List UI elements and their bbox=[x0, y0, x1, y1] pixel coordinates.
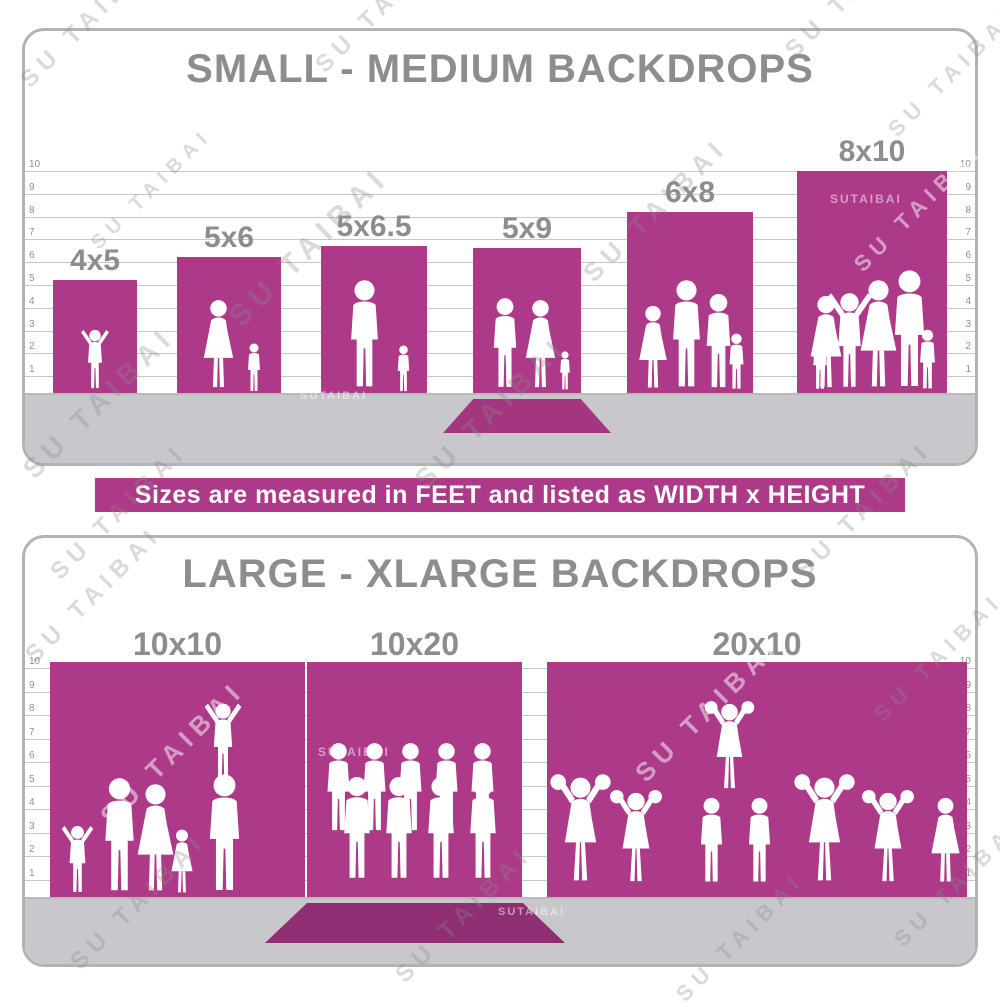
size-label-10x20: 10x20 bbox=[370, 626, 459, 662]
backdrop-bar-6x8 bbox=[627, 212, 753, 393]
ruler-tick-label: 2 bbox=[29, 341, 35, 353]
panel-title-large-xlarge: LARGE - XLARGE BACKDROPS bbox=[182, 552, 818, 596]
size-label-10x10: 10x10 bbox=[133, 626, 222, 662]
ruler-tick-label: 3 bbox=[29, 318, 35, 330]
ruler-tick-label: 7 bbox=[29, 227, 35, 239]
ruler-tick-label: 4 bbox=[29, 295, 35, 307]
ruler-tick-label: 4 bbox=[965, 295, 971, 307]
ruler-line bbox=[25, 193, 975, 195]
ruler-tick-label: 5 bbox=[29, 773, 35, 785]
ruler-tick-label: 8 bbox=[965, 703, 971, 714]
silhouette-big-family-icon bbox=[61, 703, 242, 893]
ruler-tick-label: 10 bbox=[29, 656, 41, 667]
ruler-tick-label: 8 bbox=[29, 204, 35, 216]
ruler-tick-label: 1 bbox=[965, 867, 971, 879]
ruler-tick-label: 2 bbox=[29, 844, 35, 855]
ruler-tick-label: 4 bbox=[965, 797, 971, 808]
size-label-5x9: 5x9 bbox=[501, 212, 553, 245]
panel-title-small-medium: SMALL - MEDIUM BACKDROPS bbox=[186, 47, 814, 91]
silhouette-mother-child-icon bbox=[203, 300, 260, 391]
ruler-tick-label: 7 bbox=[965, 227, 971, 239]
ruler-tick-label: 1 bbox=[29, 867, 35, 879]
ruler-tick-label: 8 bbox=[965, 204, 971, 216]
floor-sweep-10x20 bbox=[265, 903, 565, 943]
backdrop-bar-10x20 bbox=[307, 662, 522, 897]
silhouette-cheerleaders-icon bbox=[550, 701, 960, 882]
backdrop-bar-20x10 bbox=[547, 662, 967, 897]
ruler-tick-label: 10 bbox=[959, 159, 971, 170]
silhouette-couple-child-icon bbox=[493, 298, 570, 390]
backdrop-bar-5x6 bbox=[177, 257, 281, 393]
floor-sweep-5x9 bbox=[443, 399, 611, 433]
backdrop-bar-5x6-5 bbox=[321, 246, 427, 393]
ruler-tick-label: 6 bbox=[965, 250, 971, 262]
ruler-tick-label: 3 bbox=[965, 318, 971, 330]
ruler-tick-label: 6 bbox=[29, 750, 35, 761]
silhouette-family-icon bbox=[810, 270, 935, 389]
ruler-tick-label: 8 bbox=[29, 703, 35, 714]
ruler-tick-label: 2 bbox=[965, 844, 971, 855]
ruler-line bbox=[25, 239, 975, 241]
ruler-line bbox=[25, 216, 975, 218]
size-label-5x6-5: 5x6.5 bbox=[336, 210, 412, 243]
backdrop-bar-4x5 bbox=[53, 280, 137, 393]
ruler-tick-label: 9 bbox=[29, 679, 35, 691]
ruler-tick-label: 3 bbox=[29, 820, 35, 832]
size-label-20x10: 20x10 bbox=[712, 626, 802, 662]
ruler-tick-label: 1 bbox=[965, 364, 971, 376]
size-label-5x6: 5x6 bbox=[203, 221, 255, 254]
ruler-tick-label: 6 bbox=[29, 250, 35, 262]
size-label-4x5: 4x5 bbox=[69, 244, 121, 277]
ruler-line bbox=[25, 171, 975, 172]
ruler-tick-label: 7 bbox=[965, 726, 971, 738]
backdrop-bar-8x10 bbox=[797, 171, 947, 393]
ruler-tick-label: 10 bbox=[29, 159, 41, 170]
silhouette-teens-icon bbox=[639, 280, 744, 389]
ruler-tick-label: 4 bbox=[29, 797, 35, 808]
ruler-tick-label: 5 bbox=[29, 273, 35, 284]
measurement-note-banner: Sizes are measured in FEET and listed as… bbox=[95, 478, 905, 512]
size-label-6x8: 6x8 bbox=[664, 176, 716, 209]
ruler-tick-label: 3 bbox=[965, 820, 971, 832]
silhouette-child-icon bbox=[81, 329, 109, 389]
ruler-tick-label: 1 bbox=[29, 364, 35, 376]
ruler-tick-label: 5 bbox=[965, 273, 971, 284]
ruler-tick-label: 5 bbox=[965, 773, 971, 785]
backdrop-bar-10x10 bbox=[50, 662, 305, 897]
silhouette-team-icon bbox=[327, 743, 496, 878]
size-label-8x10: 8x10 bbox=[838, 135, 906, 168]
panel-small-medium: SMALL - MEDIUM BACKDROPS 10 10 9 9 8 8 7 7 6 6 5 5 4… bbox=[22, 28, 978, 466]
ruler-tick-label: 9 bbox=[965, 679, 971, 691]
ruler-tick-label: 10 bbox=[953, 656, 971, 667]
ruler-tick-label: 7 bbox=[29, 726, 35, 738]
panel-large-xlarge: LARGE - XLARGE BACKDROPS 10 10 9 9 8 8 7 7 6 6 5 5 4… bbox=[22, 535, 978, 967]
ruler-tick-label: 2 bbox=[965, 341, 971, 353]
ruler-tick-label: 9 bbox=[965, 181, 971, 193]
backdrop-bar-5x9 bbox=[473, 248, 581, 393]
ruler-tick-label: 6 bbox=[965, 750, 971, 761]
ruler-tick-label: 9 bbox=[29, 181, 35, 193]
silhouette-father-child-icon bbox=[351, 280, 410, 392]
